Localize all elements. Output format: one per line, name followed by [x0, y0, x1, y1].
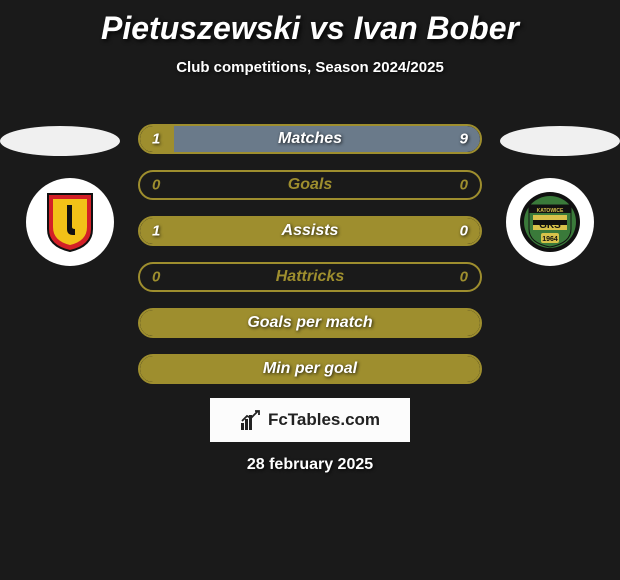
page-subtitle: Club competitions, Season 2024/2025 [0, 59, 620, 76]
stat-value-left: 1 [152, 223, 160, 240]
stat-label: Goals [288, 176, 332, 194]
stat-label: Hattricks [276, 268, 344, 286]
stat-value-right: 0 [460, 223, 468, 240]
branding-text: FcTables.com [268, 410, 380, 430]
ellipse-shadow-right [500, 126, 620, 156]
stat-row: Matches 1 9 [138, 124, 482, 154]
stat-value-right: 0 [460, 177, 468, 194]
ellipse-shadow-left [0, 126, 120, 156]
svg-text:1964: 1964 [542, 236, 558, 243]
stat-row: Assists 1 0 [138, 216, 482, 246]
team-logo-right: KATOWICE GKS 1964 [506, 178, 594, 266]
branding-box: FcTables.com [210, 398, 410, 442]
stat-row: Goals per match [138, 308, 482, 338]
stat-label: Assists [282, 222, 339, 240]
stat-row: Min per goal [138, 354, 482, 384]
stat-value-right: 0 [460, 269, 468, 286]
stat-label: Matches [278, 130, 342, 148]
stats-container: Matches19Goals00Assists10Hattricks00Goal… [138, 124, 482, 400]
stat-value-left: 0 [152, 177, 160, 194]
jagiellonia-shield-icon [45, 191, 95, 253]
stat-row: Goals 0 0 [138, 170, 482, 200]
stat-value-right: 9 [460, 131, 468, 148]
stat-row: Hattricks 0 0 [138, 262, 482, 292]
page-title: Pietuszewski vs Ivan Bober [0, 0, 620, 47]
stat-value-left: 1 [152, 131, 160, 148]
svg-text:KATOWICE: KATOWICE [537, 208, 564, 214]
stat-label: Min per goal [263, 360, 357, 378]
fctables-logo-icon [240, 409, 262, 431]
svg-text:GKS: GKS [539, 220, 561, 231]
date-text: 28 february 2025 [0, 456, 620, 474]
gks-katowice-shield-icon: KATOWICE GKS 1964 [519, 191, 581, 253]
stat-value-left: 0 [152, 269, 160, 286]
team-logo-left [26, 178, 114, 266]
stat-label: Goals per match [247, 314, 372, 332]
